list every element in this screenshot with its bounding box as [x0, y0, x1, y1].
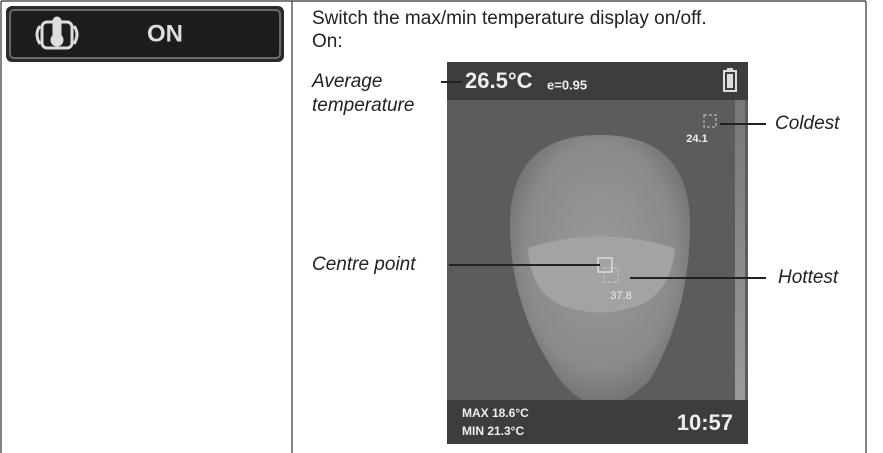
callout-average: Average	[311, 71, 382, 92]
max-temp: MAX 18.6°C	[462, 406, 529, 420]
document: ON 26.5°C e=0.95 24.1 37.8 MAX 18.6°C MI…	[0, 0, 883, 453]
callout-coldest: Coldest	[775, 113, 840, 134]
page: ON 26.5°C e=0.95 24.1 37.8 MAX 18.6°C MI…	[0, 0, 883, 453]
thermometer-icon	[37, 18, 77, 48]
color-scale	[735, 100, 745, 400]
callout-average: temperature	[312, 95, 414, 116]
callout-hottest: Hottest	[778, 267, 839, 288]
description: Switch the max/min temperature display o…	[312, 8, 707, 30]
time: 10:57	[677, 410, 733, 435]
coldest-value: 24.1	[686, 133, 707, 145]
callout-centre: Centre point	[312, 254, 416, 275]
on-label: On:	[312, 31, 343, 53]
button-frame	[10, 10, 280, 58]
average-temp: 26.5°C	[465, 68, 533, 93]
button-label: ON	[147, 20, 183, 47]
emissivity: e=0.95	[547, 77, 587, 92]
hottest-value: 37.8	[610, 290, 631, 302]
min-temp: MIN 21.3°C	[462, 424, 524, 438]
